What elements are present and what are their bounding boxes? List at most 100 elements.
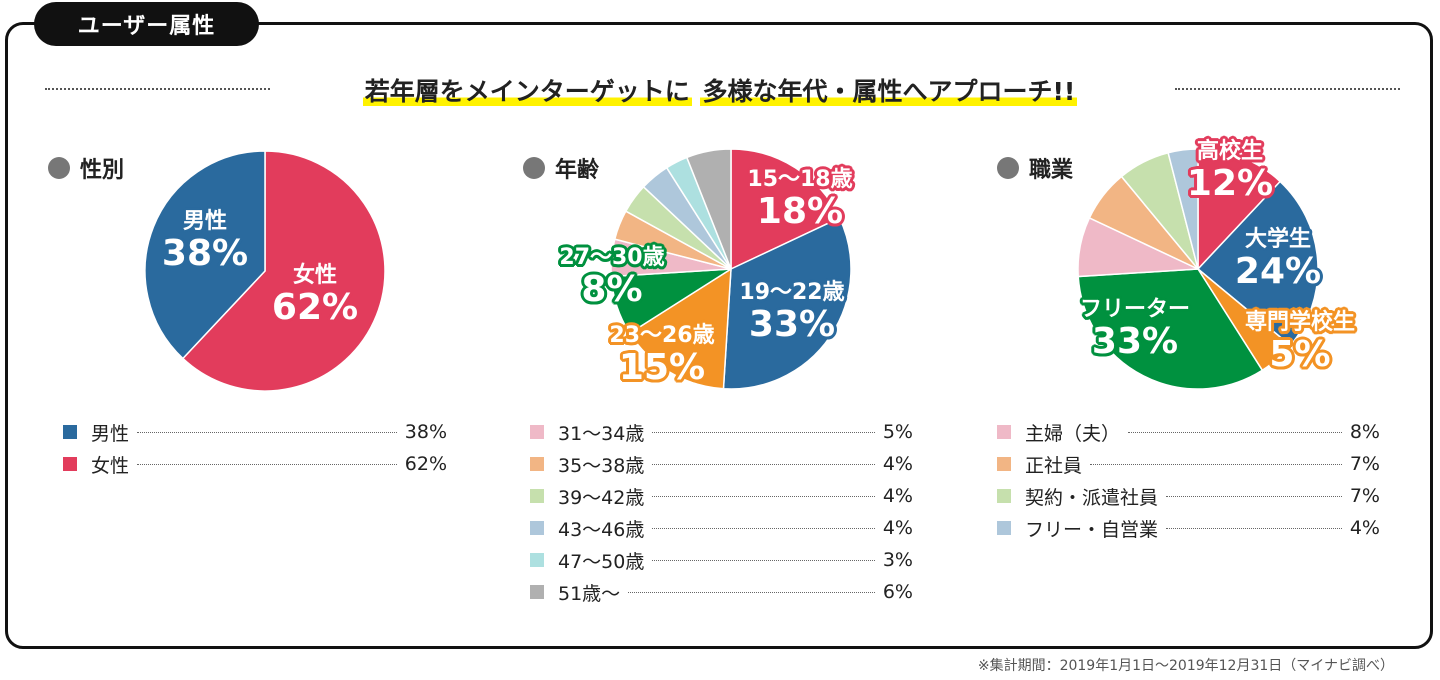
legend-item: 51歳〜 6% (530, 576, 913, 608)
legend-item: 契約・派遣社員 7% (997, 480, 1380, 512)
age-legend: 31〜34歳 5% 35〜38歳 4% 39〜42歳 4% 43〜46歳 4% 47〜50歳 3%… (530, 416, 913, 608)
gender-heading: 性別 (48, 152, 124, 184)
headline-part1: 若年層をメインターゲットに (362, 77, 692, 106)
legend-value: 3% (882, 549, 913, 571)
gender-title: 性別 (80, 158, 125, 183)
legend-value: 4% (1349, 517, 1380, 539)
slice-data-label: 高校生 12% (1187, 139, 1273, 204)
legend-value: 5% (882, 421, 913, 443)
legend-item: 男性 38% (63, 416, 447, 448)
dotted-divider-right (1175, 88, 1400, 90)
legend-value: 4% (882, 517, 913, 539)
slice-label: 27〜30歳 (559, 245, 665, 271)
dotted-divider-left (45, 88, 270, 90)
legend-item: 主婦（夫） 8% (997, 416, 1380, 448)
bullet-icon (997, 157, 1019, 179)
leader-dots (137, 431, 397, 433)
legend-item: 43〜46歳 4% (530, 512, 913, 544)
slice-label: 専門学校生 (1244, 310, 1356, 336)
legend-swatch (530, 457, 544, 471)
leader-dots (1166, 527, 1342, 529)
slice-data-label: 大学生 24% (1235, 227, 1321, 292)
legend-value: 4% (882, 485, 913, 507)
legend-value: 7% (1349, 453, 1380, 475)
section-tab: ユーザー属性 (34, 2, 259, 46)
footnote: ※集計期間：2019年1月1日〜2019年12月31日（マイナビ調べ） (977, 658, 1394, 674)
slice-label: 高校生 (1196, 139, 1264, 165)
occupation-title: 職業 (1029, 158, 1074, 183)
legend-swatch (63, 425, 77, 439)
slice-label: 19〜22歳 (739, 280, 845, 306)
legend-value: 62% (404, 453, 447, 475)
headline-part2: 多様な年代・属性へアプローチ!! (700, 77, 1078, 106)
slice-value: 33% (748, 304, 836, 346)
legend-label: 女性 (91, 454, 130, 477)
leader-dots (652, 463, 875, 465)
leader-dots (628, 591, 875, 593)
legend-swatch (997, 521, 1011, 535)
legend-label: 正社員 (1025, 454, 1083, 477)
slice-label: 女性 (292, 263, 338, 289)
pie-slice (181, 150, 386, 392)
occupation-legend: 主婦（夫） 8% 正社員 7% 契約・派遣社員 7% フリー・自営業 4% (997, 416, 1380, 544)
legend-swatch (530, 521, 544, 535)
legend-value: 8% (1349, 421, 1380, 443)
legend-swatch (530, 425, 544, 439)
legend-label: 35〜38歳 (558, 454, 645, 477)
legend-value: 38% (404, 421, 447, 443)
age-title: 年齢 (555, 158, 600, 183)
legend-label: 男性 (91, 422, 130, 445)
slice-value: 62% (271, 287, 359, 329)
legend-label: 31〜34歳 (558, 422, 645, 445)
legend-value: 7% (1349, 485, 1380, 507)
slice-value: 33% (1091, 321, 1179, 363)
legend-swatch (997, 457, 1011, 471)
leader-dots (137, 463, 397, 465)
slice-label: 男性 (182, 209, 228, 235)
pie-slice (722, 216, 852, 390)
attributes-panel (5, 22, 1433, 649)
legend-swatch (530, 489, 544, 503)
legend-swatch (997, 425, 1011, 439)
legend-item: 正社員 7% (997, 448, 1380, 480)
legend-item: 31〜34歳 5% (530, 416, 913, 448)
leader-dots (1166, 495, 1342, 497)
gender-legend: 男性 38% 女性 62% (63, 416, 447, 480)
slice-data-label: 男性 38% (161, 209, 249, 275)
slice-label: 15〜18歳 (747, 167, 853, 193)
legend-swatch (997, 489, 1011, 503)
slice-data-label: 15〜18歳 18% (747, 167, 853, 232)
pie-slice (1167, 148, 1199, 270)
legend-item: 女性 62% (63, 448, 447, 480)
age-heading: 年齢 (523, 152, 599, 184)
legend-label: 39〜42歳 (558, 486, 645, 509)
headline: 若年層をメインターゲットに 多様な年代・属性へアプローチ!! (0, 72, 1440, 108)
legend-value: 4% (882, 453, 913, 475)
legend-item: フリー・自営業 4% (997, 512, 1380, 544)
bullet-icon (48, 157, 70, 179)
legend-swatch (530, 553, 544, 567)
slice-value: 15% (618, 347, 706, 389)
leader-dots (1090, 463, 1342, 465)
legend-label: 43〜46歳 (558, 518, 645, 541)
slice-value: 8% (581, 269, 643, 311)
slice-label: 大学生 (1244, 227, 1312, 253)
slice-value: 5% (1269, 334, 1331, 376)
legend-item: 39〜42歳 4% (530, 480, 913, 512)
slice-data-label: 女性 62% (271, 263, 359, 329)
slice-data-label: 19〜22歳 33% (739, 280, 845, 346)
slice-data-label: フリーター 33% (1080, 297, 1190, 363)
pie-slice (1196, 180, 1319, 347)
slice-value: 38% (161, 233, 249, 275)
occupation-heading: 職業 (997, 152, 1073, 184)
pie-slice (144, 150, 266, 360)
legend-item: 35〜38歳 4% (530, 448, 913, 480)
legend-swatch (63, 457, 77, 471)
slice-data-label: 23〜26歳 15% (609, 323, 714, 389)
legend-item: 47〜50歳 3% (530, 544, 913, 576)
bullet-icon (523, 157, 545, 179)
legend-label: 契約・派遣社員 (1025, 486, 1159, 509)
leader-dots (652, 431, 875, 433)
legend-label: フリー・自営業 (1025, 518, 1159, 541)
pie-slice (628, 267, 732, 390)
